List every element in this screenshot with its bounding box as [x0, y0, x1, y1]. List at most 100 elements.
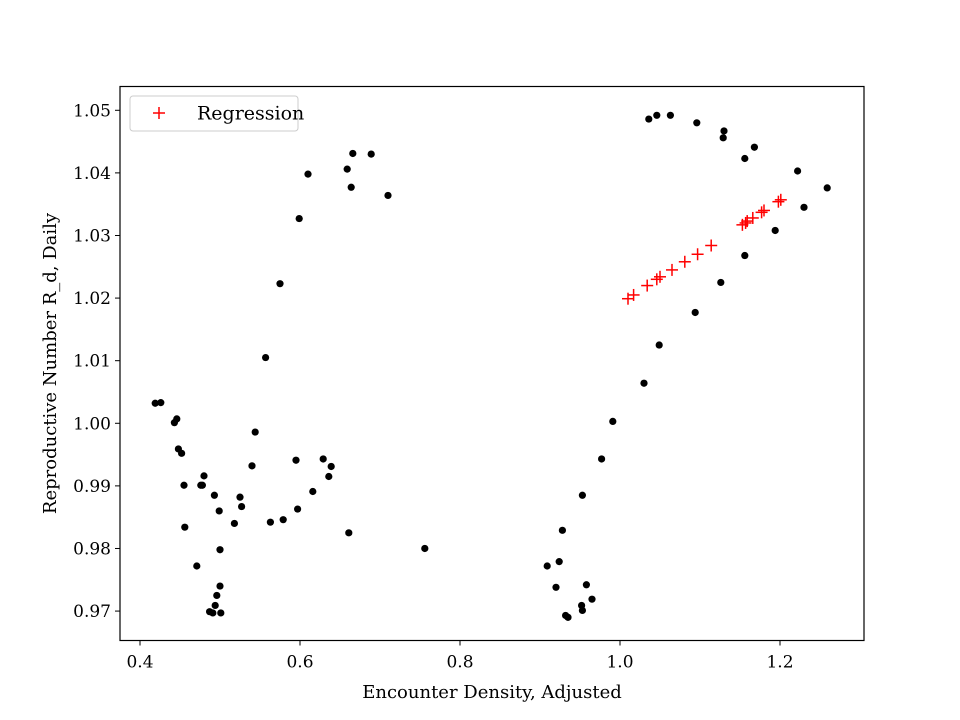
data-point [349, 149, 357, 158]
data-point [200, 472, 208, 480]
legend: Regression [129, 95, 304, 132]
data-point [741, 251, 749, 260]
data-point [193, 562, 201, 570]
legend-marker-plus [153, 107, 165, 119]
data-point [691, 308, 699, 317]
data-point [719, 134, 727, 142]
data-point [345, 529, 353, 537]
data-point [215, 507, 223, 515]
data-point [319, 455, 327, 463]
data-point [655, 341, 663, 349]
data-point [238, 502, 246, 511]
x-axis-label: Encounter Density, Adjusted [362, 682, 622, 703]
x-tick-label: 0.8 [446, 653, 473, 673]
data-point [543, 562, 551, 570]
data-point [794, 167, 802, 175]
data-point [292, 456, 300, 464]
data-point [216, 546, 224, 554]
y-tick-label: 0.97 [73, 602, 111, 622]
data-point [262, 353, 270, 362]
data-point [181, 523, 189, 531]
data-point [248, 462, 256, 470]
data-point [552, 583, 560, 591]
regression-point [772, 195, 785, 208]
data-point [693, 119, 701, 127]
regression-point [650, 273, 663, 286]
y-tick-label: 1.02 [73, 289, 111, 309]
data-point [178, 449, 186, 457]
regression-point [774, 193, 787, 206]
regression-point [741, 215, 754, 228]
data-point [213, 591, 221, 600]
data-point [421, 544, 429, 553]
data-point [279, 516, 287, 524]
regression-point [739, 216, 752, 229]
data-point [640, 379, 648, 387]
data-point [266, 518, 274, 526]
legend-box [129, 95, 299, 132]
data-point [823, 184, 831, 192]
regression-point [666, 263, 678, 276]
data-point [598, 455, 606, 463]
y-axis-label: Reproductive Number R_d, Daily [40, 212, 61, 514]
y-tick-label: 1.01 [73, 352, 111, 372]
data-point [276, 280, 284, 288]
y-tick-label: 1.03 [73, 226, 111, 246]
data-point [209, 609, 217, 617]
data-point [157, 399, 165, 407]
data-point [653, 111, 661, 119]
data-point [384, 191, 392, 200]
data-point [216, 582, 224, 590]
regression-point [678, 255, 691, 268]
y-tick-label: 1.00 [73, 414, 111, 434]
data-point [578, 606, 587, 615]
y-axis: 0.97 0.98 0.99 1.00 1.01 1.02 1.03 1.04 1.05 [73, 101, 120, 622]
y-tick-label: 0.98 [73, 539, 111, 559]
regression-point [627, 288, 640, 301]
data-point [720, 127, 728, 135]
data-point [236, 493, 244, 501]
x-tick-label: 0.6 [286, 653, 313, 673]
data-point [717, 278, 725, 287]
data-point [151, 399, 159, 407]
data-point [666, 111, 675, 119]
data-point [180, 481, 188, 489]
data-point [582, 581, 591, 589]
data-point [367, 150, 375, 158]
data-point [173, 415, 181, 423]
regression-point [755, 206, 768, 219]
plot-frame [119, 85, 865, 642]
data-point [304, 170, 312, 178]
data-point [309, 487, 317, 496]
legend-label-regression: Regression [197, 103, 304, 125]
data-point [325, 472, 333, 481]
regression-point [746, 211, 759, 224]
data-point [343, 165, 351, 173]
data-point [578, 491, 587, 499]
data-point [750, 143, 759, 151]
regression-point [705, 239, 718, 252]
data-point [588, 595, 596, 603]
data-point [347, 183, 355, 191]
x-tick-label: 1.0 [606, 653, 633, 673]
data-point [327, 462, 335, 471]
data-point [294, 505, 302, 513]
regression-point [654, 270, 666, 283]
plot-area [151, 111, 831, 621]
data-point [217, 609, 225, 617]
x-tick-label: 0.4 [126, 653, 153, 673]
regression-point [758, 204, 770, 217]
data-point [198, 481, 206, 489]
data-point [210, 491, 218, 499]
data-point [741, 154, 749, 163]
data-point [555, 558, 563, 566]
data-point [645, 115, 653, 123]
y-tick-label: 1.05 [73, 101, 111, 121]
data-point [251, 428, 259, 436]
data-point [564, 613, 572, 621]
data-point [558, 526, 567, 534]
data-point [295, 214, 303, 223]
x-axis: 0.4 0.6 0.8 1.0 1.2 [126, 640, 794, 673]
x-tick-label: 1.2 [766, 653, 793, 673]
